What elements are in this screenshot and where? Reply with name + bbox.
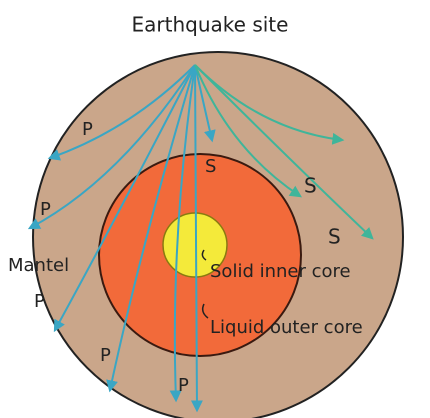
earth-diagram: Earthquake site P P P P P P S S S Mantel… [0,0,430,418]
title: Earthquake site [132,13,289,37]
s-label: S [328,225,341,249]
s-label: S [205,156,216,177]
p-label: P [40,199,51,220]
p-label: P [34,291,45,312]
mantle-label: Mantel [8,255,69,276]
p-label: P [82,119,93,140]
outer-core-label: Liquid outer core [210,317,363,338]
p-label: P [100,345,111,366]
p-label: P [178,375,189,396]
inner-core-label: Solid inner core [210,261,351,282]
s-label: S [304,174,317,198]
page: Earthquake site P P P P P P S S S Mantel… [0,0,430,418]
